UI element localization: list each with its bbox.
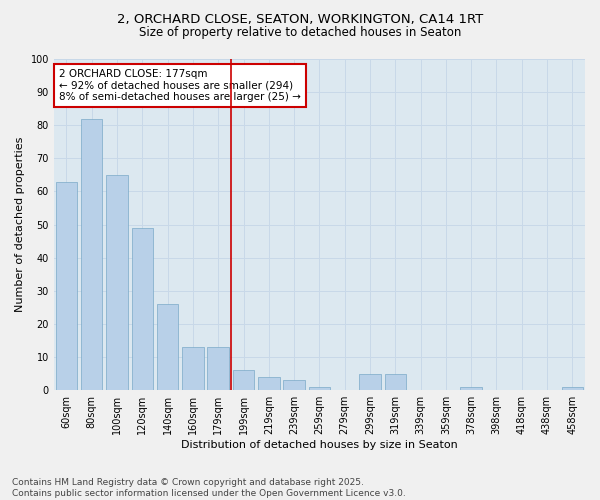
Text: Size of property relative to detached houses in Seaton: Size of property relative to detached ho… <box>139 26 461 39</box>
Bar <box>308 387 330 390</box>
Bar <box>233 370 254 390</box>
Bar <box>460 387 482 390</box>
Bar <box>385 374 406 390</box>
Bar <box>106 175 128 390</box>
Bar <box>562 387 583 390</box>
Bar <box>131 228 153 390</box>
Bar <box>81 118 103 390</box>
Bar <box>157 304 178 390</box>
Bar <box>258 377 280 390</box>
Bar <box>182 347 203 390</box>
Text: 2 ORCHARD CLOSE: 177sqm
← 92% of detached houses are smaller (294)
8% of semi-de: 2 ORCHARD CLOSE: 177sqm ← 92% of detache… <box>59 69 301 102</box>
Text: 2, ORCHARD CLOSE, SEATON, WORKINGTON, CA14 1RT: 2, ORCHARD CLOSE, SEATON, WORKINGTON, CA… <box>117 12 483 26</box>
Bar <box>56 182 77 390</box>
X-axis label: Distribution of detached houses by size in Seaton: Distribution of detached houses by size … <box>181 440 458 450</box>
Bar <box>359 374 381 390</box>
Text: Contains HM Land Registry data © Crown copyright and database right 2025.
Contai: Contains HM Land Registry data © Crown c… <box>12 478 406 498</box>
Y-axis label: Number of detached properties: Number of detached properties <box>15 137 25 312</box>
Bar <box>283 380 305 390</box>
Bar <box>208 347 229 390</box>
